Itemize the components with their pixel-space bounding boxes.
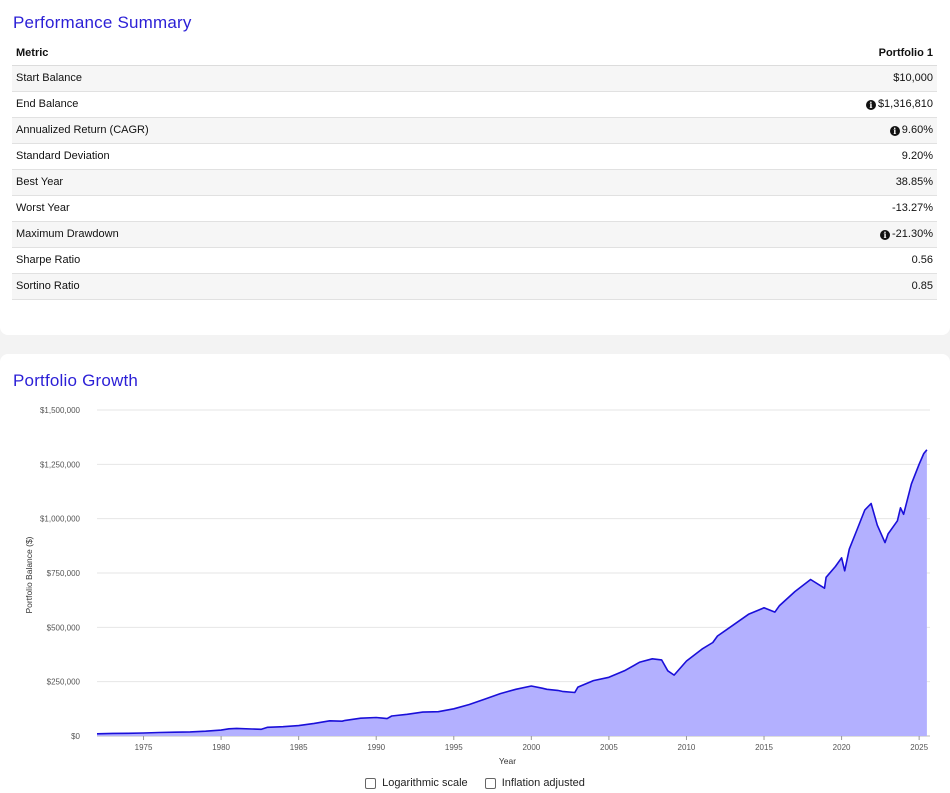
performance-summary-card: Performance Summary Metric Portfolio 1 S… (0, 0, 950, 335)
x-tick-label: 1975 (135, 743, 153, 752)
x-tick-label: 2000 (522, 743, 540, 752)
table-row: Start Balance $10,000 (12, 65, 937, 92)
log-scale-option[interactable]: Logarithmic scale (365, 777, 468, 789)
table-row: Best Year 38.85% (12, 169, 937, 196)
portfolio-growth-chart: $0 $250,000 $500,000 $750,000 $1,000,000 $1,2… (24, 406, 930, 766)
metric-value: 0.56 (911, 254, 933, 266)
log-scale-label: Logarithmic scale (382, 777, 468, 789)
y-tick-label: $1,250,000 (40, 460, 81, 469)
inflation-adjusted-label: Inflation adjusted (501, 777, 585, 789)
x-tick-label: 2005 (600, 743, 618, 752)
y-tick-label: $750,000 (47, 569, 81, 578)
y-tick-label: $1,500,000 (40, 406, 81, 415)
metric-value: $10,000 (893, 72, 933, 84)
metric-value: 38.85% (895, 176, 933, 188)
metric-column-header: Metric (12, 41, 616, 66)
portfolio-growth-title: Portfolio Growth (13, 371, 139, 390)
x-tick-label: 2020 (833, 743, 851, 752)
table-row: Sortino Ratio 0.85 (12, 273, 937, 300)
metric-name: Start Balance (12, 65, 616, 92)
table-row: Annualized Return (CAGR) i 9.60% (12, 117, 937, 144)
x-tick-label: 2025 (910, 743, 928, 752)
inflation-adjusted-option[interactable]: Inflation adjusted (484, 777, 585, 789)
metric-name: Sharpe Ratio (12, 247, 616, 274)
metric-value-cell: -13.27% (615, 195, 937, 222)
metric-value-cell: 38.85% (615, 169, 937, 196)
table-row: Standard Deviation 9.20% (12, 143, 937, 170)
metric-value-cell: 0.56 (615, 247, 937, 274)
y-tick-label: $250,000 (47, 678, 81, 687)
metric-value: 9.20% (901, 150, 933, 162)
metric-name: End Balance (12, 91, 616, 118)
metric-name: Maximum Drawdown (12, 221, 616, 248)
y-tick-label: $1,000,000 (40, 515, 81, 524)
metric-name: Worst Year (12, 195, 616, 222)
metric-value: -21.30% (892, 228, 933, 240)
performance-summary-table: Metric Portfolio 1 Start Balance $10,000 E… (12, 41, 937, 300)
metric-name: Annualized Return (CAGR) (12, 117, 616, 144)
metric-value-cell: i $1,316,810 (615, 91, 937, 118)
info-circle-icon[interactable]: i (865, 100, 876, 110)
info-circle-icon[interactable]: i (889, 126, 900, 136)
x-tick-label: 1990 (367, 743, 385, 752)
metric-value: 0.85 (911, 280, 933, 292)
metric-name: Standard Deviation (12, 143, 616, 170)
y-tick-label: $500,000 (47, 623, 81, 632)
portfolio-growth-card: Portfolio Growth $0 $250,000 $500,000 $750,… (0, 354, 950, 793)
metric-value-cell: 9.20% (615, 143, 937, 170)
series-area (97, 449, 927, 736)
table-row: Worst Year -13.27% (12, 195, 937, 222)
log-scale-checkbox[interactable] (365, 777, 377, 789)
x-tick-label: 1995 (445, 743, 463, 752)
inflation-adjusted-checkbox[interactable] (484, 777, 496, 789)
metric-name: Best Year (12, 169, 616, 196)
series-line (96, 449, 928, 735)
metric-value: -13.27% (892, 202, 933, 214)
info-circle-icon[interactable]: i (880, 230, 891, 240)
metric-value: 9.60% (901, 124, 933, 136)
metric-value-cell: i -21.30% (615, 221, 937, 248)
x-axis-title: Year (499, 756, 516, 766)
metric-value: $1,316,810 (877, 98, 933, 110)
metric-value-cell: 0.85 (615, 273, 937, 300)
table-row: Maximum Drawdown i -21.30% (12, 221, 937, 248)
table-row: End Balance i $1,316,810 (12, 91, 937, 118)
x-tick-label: 2015 (755, 743, 773, 752)
metric-value-cell: i 9.60% (615, 117, 937, 144)
chart-options: Logarithmic scale Inflation adjusted (0, 777, 950, 792)
table-header-row: Metric Portfolio 1 (12, 41, 937, 66)
y-axis-title: Portfolio Balance ($) (24, 536, 34, 613)
x-tick-label: 1985 (290, 743, 308, 752)
metric-name: Sortino Ratio (12, 273, 616, 300)
performance-summary-title: Performance Summary (13, 13, 192, 32)
table-row: Sharpe Ratio 0.56 (12, 247, 937, 274)
y-tick-label: $0 (71, 732, 80, 741)
metric-value-cell: $10,000 (615, 65, 937, 92)
portfolio-column-header: Portfolio 1 (615, 41, 937, 66)
x-tick-label: 2010 (678, 743, 696, 752)
x-tick-label: 1980 (212, 743, 230, 752)
